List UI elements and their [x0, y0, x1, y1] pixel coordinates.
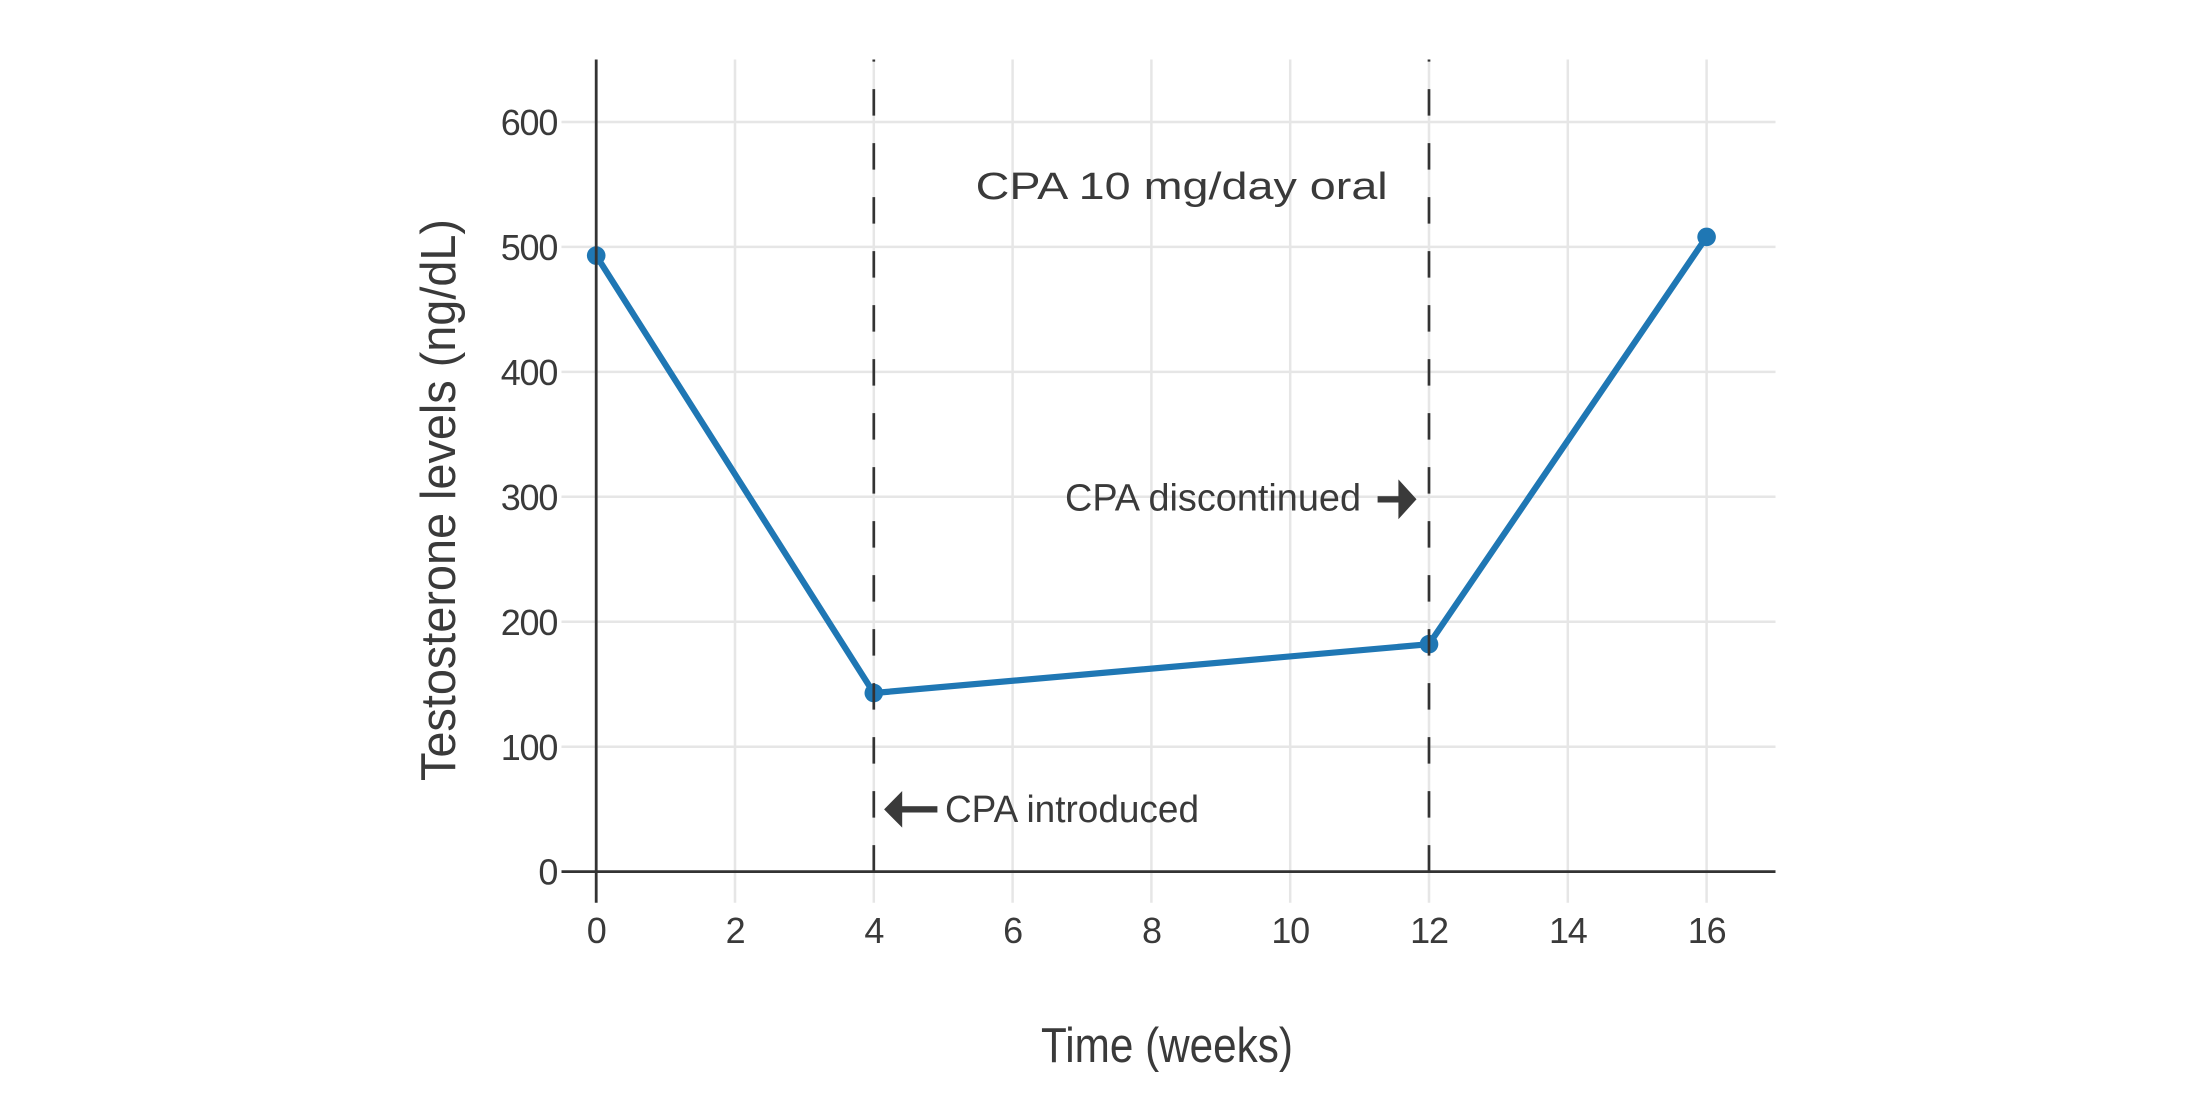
svg-text:600: 600: [501, 102, 558, 143]
svg-text:100: 100: [501, 727, 558, 768]
svg-text:0: 0: [587, 910, 606, 951]
svg-text:CPA 10 mg/day oral: CPA 10 mg/day oral: [976, 166, 1388, 208]
svg-text:8: 8: [1142, 910, 1161, 951]
svg-text:10: 10: [1271, 910, 1309, 951]
svg-text:2: 2: [726, 910, 745, 951]
svg-text:300: 300: [501, 477, 558, 518]
svg-text:400: 400: [501, 352, 558, 393]
svg-text:CPA discontinued: CPA discontinued: [1065, 478, 1361, 520]
svg-text:0: 0: [538, 852, 557, 893]
svg-text:500: 500: [501, 227, 558, 268]
svg-text:4: 4: [864, 910, 883, 951]
svg-text:200: 200: [501, 602, 558, 643]
svg-text:Time (weeks): Time (weeks): [1041, 1019, 1293, 1073]
svg-text:Testosterone levels (ng/dL): Testosterone levels (ng/dL): [412, 219, 466, 781]
svg-text:6: 6: [1003, 910, 1022, 951]
svg-text:14: 14: [1549, 910, 1587, 951]
svg-text:16: 16: [1688, 910, 1726, 951]
svg-text:CPA introduced: CPA introduced: [945, 789, 1199, 831]
svg-text:12: 12: [1410, 910, 1448, 951]
